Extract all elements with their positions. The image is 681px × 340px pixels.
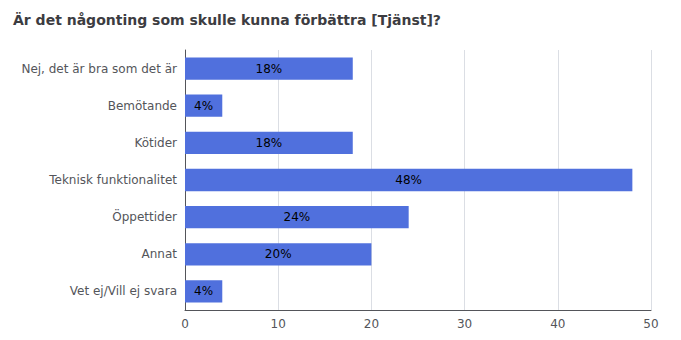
svg-text:Kötider: Kötider — [134, 136, 177, 150]
svg-text:18%: 18% — [256, 62, 283, 76]
svg-text:Teknisk funktionalitet: Teknisk funktionalitet — [48, 173, 177, 187]
svg-text:Bemötande: Bemötande — [108, 99, 177, 113]
svg-text:Öppettider: Öppettider — [112, 208, 177, 224]
svg-text:24%: 24% — [284, 210, 311, 224]
svg-text:20: 20 — [364, 317, 379, 331]
svg-text:20%: 20% — [265, 247, 292, 261]
svg-text:Annat: Annat — [142, 247, 178, 261]
svg-text:4%: 4% — [194, 99, 213, 113]
svg-text:0: 0 — [181, 317, 189, 331]
svg-text:Är det någonting som skulle ku: Är det någonting som skulle kunna förbät… — [13, 12, 441, 28]
svg-text:10: 10 — [271, 317, 286, 331]
svg-text:48%: 48% — [395, 173, 422, 187]
svg-text:Vet ej/Vill ej svara: Vet ej/Vill ej svara — [70, 284, 177, 298]
svg-text:4%: 4% — [194, 284, 213, 298]
svg-text:18%: 18% — [256, 136, 283, 150]
svg-text:50: 50 — [643, 317, 658, 331]
svg-text:Nej, det är bra som det är: Nej, det är bra som det är — [21, 62, 177, 76]
svg-text:30: 30 — [457, 317, 472, 331]
svg-text:40: 40 — [550, 317, 565, 331]
